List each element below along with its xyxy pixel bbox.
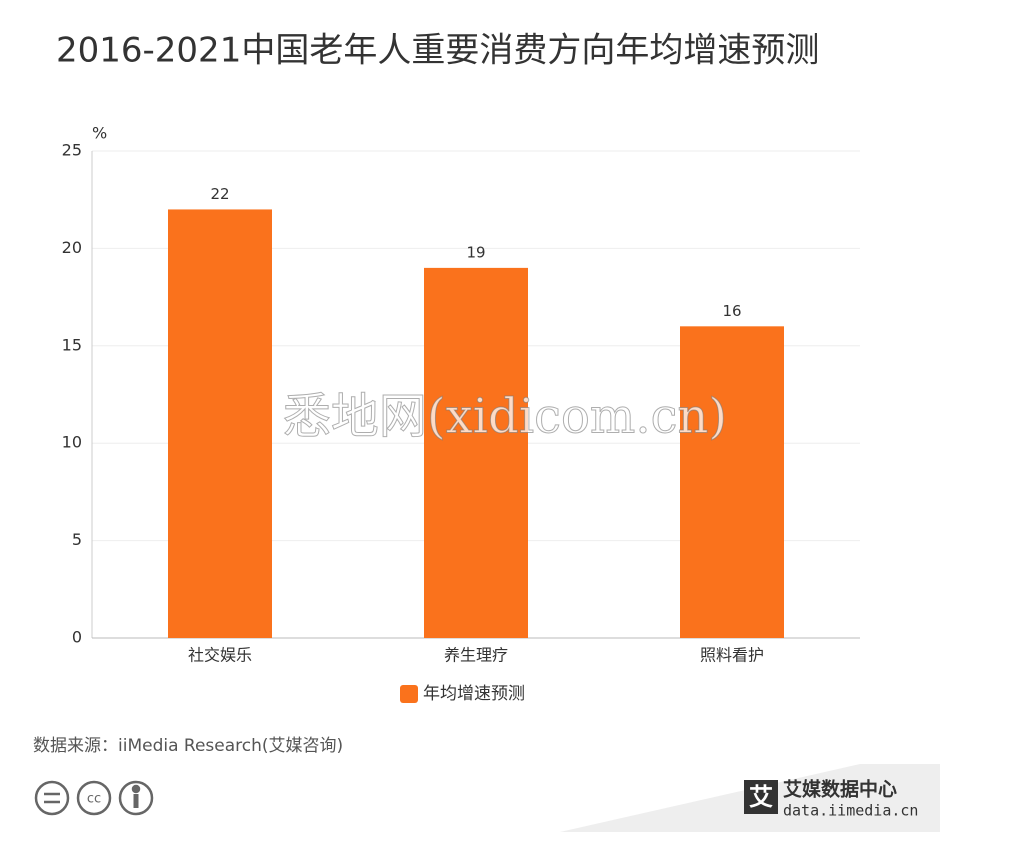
data-label: 16 [722, 302, 741, 320]
data-label: 19 [466, 243, 485, 261]
x-tick-label: 养生理疗 [444, 646, 508, 665]
y-tick-label: 15 [62, 335, 82, 354]
x-tick-label: 社交娱乐 [188, 646, 252, 665]
cc-icons: cc [34, 780, 154, 816]
logo-mark: 艾 [749, 783, 773, 811]
logo-icon [744, 780, 778, 814]
bar [424, 267, 528, 638]
watermark: 悉地网(xidicom.cn) [283, 389, 727, 445]
y-tick-label: 20 [62, 238, 82, 257]
logo-url: data.iimedia.cn [783, 802, 918, 820]
y-tick-label: 25 [62, 141, 82, 160]
bar [168, 209, 272, 638]
data-label: 22 [210, 185, 229, 203]
y-unit: % [92, 124, 107, 143]
logo-name: 艾媒数据中心 [783, 778, 897, 801]
legend-swatch [400, 685, 418, 703]
y-tick-label: 0 [72, 628, 82, 647]
chart-title: 2016-2021中国老年人重要消费方向年均增速预测 [56, 31, 819, 71]
x-tick-label: 照料看护 [700, 646, 764, 665]
svg-text:cc: cc [87, 792, 101, 807]
y-tick-label: 10 [62, 433, 82, 452]
source: 数据来源：iiMedia Research(艾媒咨询) [33, 736, 343, 756]
legend-label: 年均增速预测 [423, 684, 525, 704]
bar [680, 326, 784, 638]
y-tick-label: 5 [72, 530, 82, 549]
